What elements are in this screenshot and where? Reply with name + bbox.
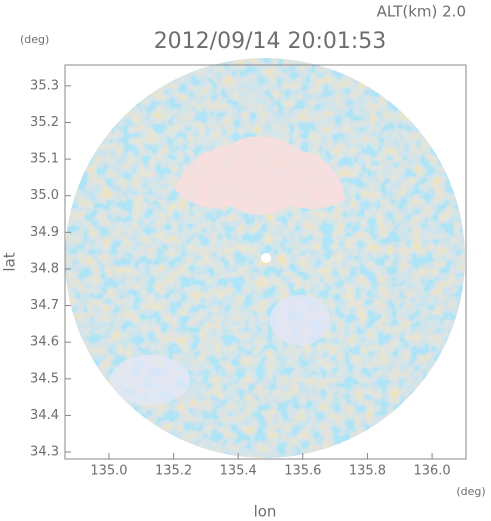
y-tick-label: 34.7 <box>30 298 59 313</box>
y-tick-label: 34.5 <box>30 371 59 386</box>
x-unit: (deg) <box>456 485 485 498</box>
x-tick-label: 135.4 <box>220 464 257 479</box>
plot-frame <box>64 64 467 460</box>
y-tick-label: 35.1 <box>30 152 59 167</box>
x-tick-label: 135.8 <box>349 464 386 479</box>
x-tick-label: 135.2 <box>155 464 192 479</box>
x-tick-label: 135.0 <box>90 464 127 479</box>
y-tick-label: 35.3 <box>30 78 59 93</box>
y-tick-label: 34.6 <box>30 335 59 350</box>
y-tick-label: 34.4 <box>30 408 59 423</box>
y-unit: (deg) <box>20 33 49 46</box>
y-axis-label: lat <box>1 252 19 271</box>
altitude-label: ALT(km) 2.0 <box>377 3 466 21</box>
x-tick-label: 135.6 <box>284 464 321 479</box>
x-axis-label: lon <box>254 503 277 521</box>
y-tick-label: 34.3 <box>30 445 59 460</box>
y-tick-label: 35.2 <box>30 115 59 130</box>
y-tick-label: 34.9 <box>30 225 59 240</box>
x-tick-label: 136.0 <box>413 464 450 479</box>
radar-image <box>65 58 465 458</box>
y-tick-label: 35.0 <box>30 188 59 203</box>
y-tick-label: 34.8 <box>30 261 59 276</box>
chart-title: 2012/09/14 20:01:53 <box>154 29 387 54</box>
